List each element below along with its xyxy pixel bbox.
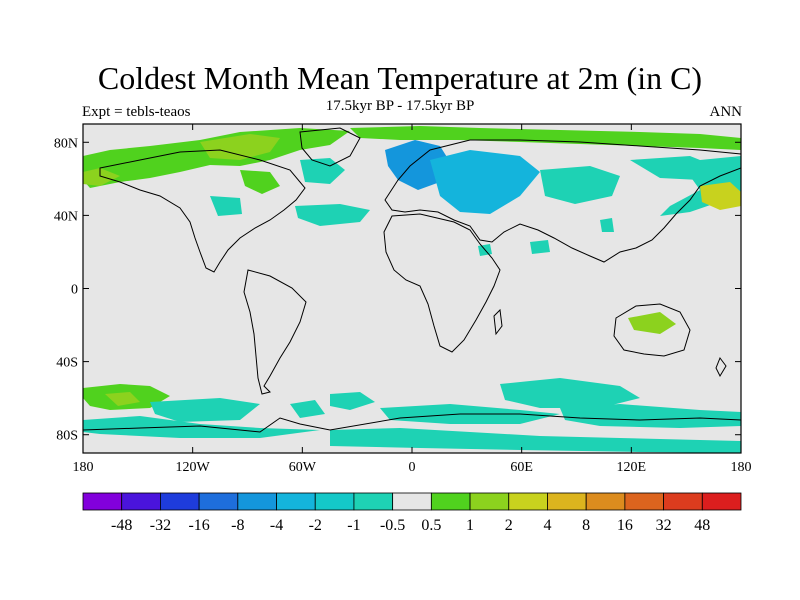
coastline-eurasia: [384, 139, 741, 263]
colorbar-swatch: [82, 492, 123, 511]
colorbar-label: -8: [231, 517, 244, 534]
anomaly-patch: [385, 140, 450, 190]
colorbar-label: 2: [505, 517, 513, 534]
colorbar-swatch: [430, 492, 471, 511]
x-tick-label: 60W: [289, 460, 317, 475]
anomaly-patch: [200, 134, 280, 160]
anomaly-patch: [700, 182, 741, 210]
x-tick-label: 120W: [176, 460, 211, 475]
colorbar-label: -1: [347, 517, 360, 534]
experiment-label: Expt = tebls-teaos: [82, 104, 191, 120]
anomaly-patch: [560, 404, 741, 428]
anomaly-patch: [350, 126, 741, 150]
coastline-madagascar: [493, 308, 503, 336]
anomaly-patch: [290, 400, 325, 418]
anomaly-patch: [600, 218, 614, 232]
x-tick-label: 60E: [510, 460, 533, 475]
anomaly-patch: [150, 398, 260, 422]
anomaly-patch: [430, 150, 540, 214]
colorbar-swatch: [198, 492, 239, 511]
colorbar-swatch: [663, 492, 703, 511]
colorbar-label: -0.5: [380, 517, 405, 534]
colorbar-label: 1: [466, 517, 474, 534]
anomaly-patch: [628, 312, 676, 334]
y-tick-label: 0: [71, 283, 78, 298]
coastline-greenland: [299, 127, 361, 167]
anomaly-patch: [330, 392, 375, 410]
colorbar-swatch: [353, 492, 394, 511]
colorbar-label: -32: [150, 517, 171, 534]
anomaly-patch: [210, 196, 242, 216]
anomaly-patch: [83, 416, 320, 438]
colorbar-swatch: [508, 492, 548, 511]
map-subtitle: 17.5kyr BP - 17.5kyr BP: [325, 98, 475, 114]
colorbar-swatch: [314, 492, 355, 511]
colorbar-swatch: [160, 492, 200, 511]
colorbar-swatch: [701, 492, 742, 511]
colorbar-label: -16: [188, 517, 209, 534]
y-tick-label: 40N: [54, 209, 78, 224]
colorbar-swatch: [547, 492, 587, 511]
y-tick-label: 40S: [56, 356, 78, 371]
anomaly-patch: [83, 168, 120, 186]
colorbar-label: -48: [111, 517, 132, 534]
anomaly-patch: [500, 378, 640, 408]
map-title: Coldest Month Mean Temperature at 2m (in…: [97, 60, 703, 96]
anomaly-patch: [295, 204, 370, 226]
anomaly-patch: [540, 166, 620, 204]
colorbar-label: 16: [617, 517, 633, 534]
colorbar-swatch: [276, 492, 316, 511]
coastline-australia: [613, 303, 691, 357]
anomaly-patch: [240, 170, 280, 194]
anomaly-patch: [105, 392, 140, 406]
x-tick-label: 0: [409, 460, 416, 475]
colorbar-label: 0.5: [421, 517, 441, 534]
x-tick-label: 180: [731, 460, 752, 475]
map-axis-ticks: 180 120W 60W 0 60E 120E 180 80N 40N 0 40S 80S: [54, 124, 752, 475]
colorbar: -48 -32 -16 -8 -4 -2 -1 -0.5 0.5 1 2 4 8 16 32 48: [82, 492, 742, 534]
colorbar-label: 32: [656, 517, 672, 534]
coastline-africa: [383, 213, 501, 353]
anomaly-patch: [330, 428, 741, 453]
colorbar-label: 8: [582, 517, 590, 534]
map-panel: [83, 124, 741, 453]
coastline-south-america: [243, 269, 307, 395]
colorbar-label: -4: [270, 517, 283, 534]
coastline-north-america: [99, 149, 306, 273]
colorbar-label: -2: [309, 517, 322, 534]
colorbar-swatch: [624, 492, 664, 511]
colorbar-label: 48: [694, 517, 710, 534]
colorbar-swatch: [121, 492, 161, 511]
y-tick-label: 80N: [54, 136, 78, 151]
coastlines: [83, 127, 741, 433]
y-tick-label: 80S: [56, 429, 78, 444]
x-tick-label: 120E: [617, 460, 647, 475]
anomaly-patch: [530, 240, 550, 254]
colorbar-swatch: [585, 492, 626, 511]
colorbar-label: 4: [543, 517, 551, 534]
x-tick-label: 180: [73, 460, 94, 475]
season-label: ANN: [709, 104, 743, 120]
coastline-antarctica: [83, 413, 741, 433]
coastline-new-zealand: [715, 356, 727, 378]
colorbar-swatch: [392, 492, 432, 511]
colorbar-swatch: [469, 492, 510, 511]
colorbar-swatch: [237, 492, 277, 511]
